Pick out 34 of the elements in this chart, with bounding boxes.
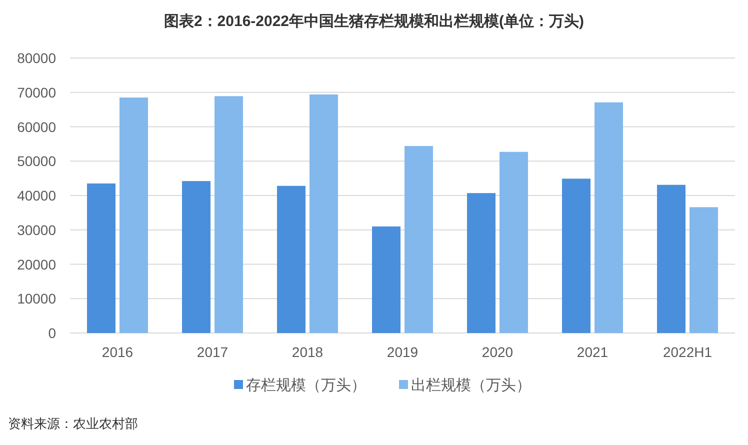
bar bbox=[690, 207, 718, 333]
x-tick-label: 2019 bbox=[386, 344, 418, 360]
bar bbox=[562, 178, 590, 333]
y-tick-label: 40000 bbox=[17, 188, 56, 204]
x-tick-label: 2020 bbox=[482, 344, 514, 360]
bar bbox=[372, 226, 400, 333]
bar bbox=[500, 152, 528, 333]
bar bbox=[404, 146, 433, 333]
bar bbox=[467, 193, 496, 333]
text: 资料来源：农业农村部 bbox=[8, 416, 138, 431]
y-tick-label: 0 bbox=[48, 325, 56, 341]
y-tick-label: 30000 bbox=[17, 222, 56, 238]
bar bbox=[594, 102, 623, 333]
y-tick-label: 80000 bbox=[17, 50, 56, 66]
x-tick-label: 2018 bbox=[292, 344, 324, 360]
x-tick-label: 2021 bbox=[576, 344, 608, 360]
x-tick-label: 2016 bbox=[102, 344, 134, 360]
bar bbox=[182, 181, 210, 333]
bar bbox=[277, 186, 306, 333]
legend-label: 出栏规模（万头） bbox=[411, 377, 531, 394]
y-tick-label: 50000 bbox=[17, 153, 56, 170]
y-tick-label: 20000 bbox=[17, 256, 56, 272]
bar bbox=[120, 98, 148, 333]
x-tick-label: 2017 bbox=[196, 344, 228, 360]
bar bbox=[310, 94, 338, 333]
bar bbox=[657, 184, 686, 333]
y-tick-label: 10000 bbox=[17, 290, 56, 307]
x-tick-label: 2022H1 bbox=[662, 344, 712, 360]
legend-label: 存栏规模（万头） bbox=[246, 377, 366, 394]
chart-title: 图表2：2016-2022年中国生猪存栏规模和出栏规模(单位：万头) bbox=[164, 13, 584, 30]
bar bbox=[214, 96, 243, 333]
bar bbox=[87, 183, 116, 333]
y-tick-label: 60000 bbox=[17, 118, 56, 135]
y-tick-label: 70000 bbox=[17, 84, 56, 100]
